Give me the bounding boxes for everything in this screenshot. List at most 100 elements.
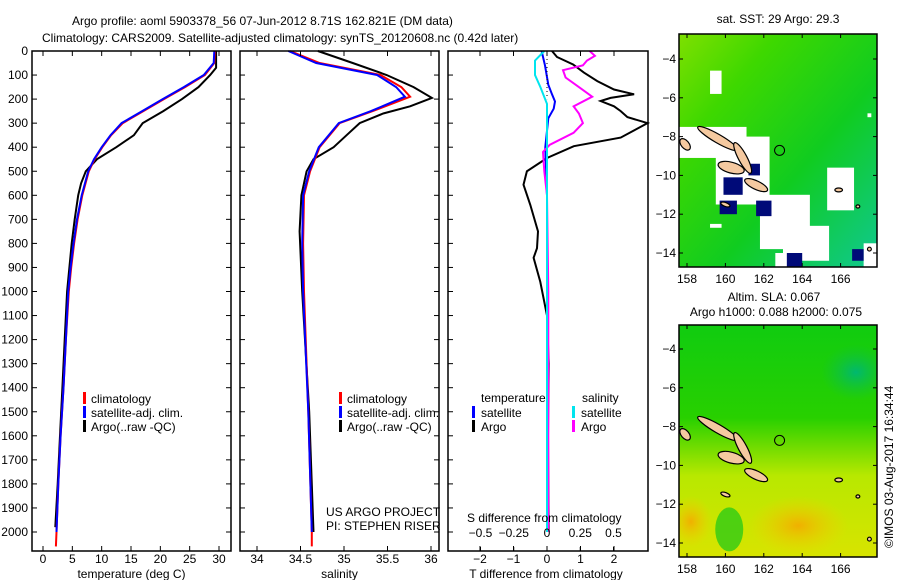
sst-map-panel: 158 160 162 164 166 −4 −6 −8 −10 −12 −14 sat. SST: … (656, 12, 878, 286)
lon-tick-label: 164 (792, 272, 812, 286)
legend-label: climatology (91, 392, 151, 406)
map-subtitle: Argo h1000: 0.088 h2000: 0.075 (690, 305, 862, 319)
island-landmass (717, 450, 745, 465)
y-tick-label: 500 (8, 164, 28, 178)
legend-label: Argo (581, 420, 607, 434)
x-tick-label: 35.5 (376, 552, 400, 566)
high-sla-region (679, 495, 713, 548)
difference-panel: −2 −1 0 1 2T difference from climatology temp… (447, 50, 651, 580)
missing-data-patch (710, 223, 722, 228)
sla-map-panel: 158 160 162 164 166 −4 −6 −8 −10 −12 −14 Altim. SLA… (656, 290, 878, 576)
figure-title-line2: Climatology: CARS2009. Satellite-adjuste… (42, 31, 518, 45)
lat-tick-label: −12 (656, 207, 677, 221)
lon-tick-label: 160 (715, 272, 735, 286)
y-tick-label: 700 (8, 212, 28, 226)
island-landmass (834, 477, 844, 483)
cold-sst-patch (748, 163, 760, 176)
island-landmass (720, 491, 731, 498)
legend-label: climatology (347, 392, 407, 406)
island-landmass (834, 187, 844, 193)
y-tick-label: 1200 (1, 333, 28, 347)
y-tick-label: 2000 (1, 525, 28, 539)
island-landmass (744, 177, 769, 193)
lon-tick-label: 164 (792, 562, 812, 576)
lat-tick-label: −10 (656, 458, 677, 472)
legend-swatch (572, 406, 575, 418)
x-tick-label: 2 (611, 552, 618, 566)
y-tick-label: 1400 (1, 381, 28, 395)
series-line-argo (54, 51, 218, 528)
x-tick-label: 25 (183, 552, 197, 566)
x-tick-label: 35 (337, 552, 351, 566)
island-landmass (717, 160, 745, 175)
legend-swatch (83, 392, 86, 404)
series-line-satellite-adj-clim- (287, 50, 407, 533)
legend-swatch (339, 392, 342, 404)
legend-swatch (339, 406, 342, 418)
lat-tick-label: −6 (662, 91, 676, 105)
y-tick-label: 0 (21, 44, 28, 58)
island-landmass (720, 201, 731, 208)
x-tick-label: 10 (95, 552, 109, 566)
y-tick-label: 300 (8, 116, 28, 130)
missing-data-patch (710, 70, 722, 94)
low-sla-region (715, 507, 744, 552)
y-tick-label: 600 (8, 188, 28, 202)
argo-float-location-marker (774, 144, 786, 156)
y-tick-label: 1500 (1, 405, 28, 419)
legend-swatch (572, 420, 575, 432)
lat-tick-label: −4 (662, 342, 676, 356)
y-tick-label: 200 (8, 92, 28, 106)
imos-timestamp: ©IMOS 03-Aug-2017 16:34:44 (882, 385, 896, 548)
salinity-panel: 34 34.5 35 35.5 36 salinity climatologysatelli… (239, 50, 441, 580)
legend-label: satellite (481, 406, 522, 420)
lon-tick-label: 162 (754, 562, 774, 576)
lat-tick-label: −10 (656, 168, 677, 182)
x-tick-label: 20 (154, 552, 168, 566)
series-line-climatology (54, 50, 216, 547)
island-landmass (866, 246, 872, 252)
island-landmass (733, 431, 753, 464)
legend-swatch (83, 406, 86, 418)
x-tick-label: 5 (69, 552, 76, 566)
y-tick-label: 1300 (1, 357, 28, 371)
map-frame (678, 324, 878, 558)
y-tick-label: 1600 (1, 429, 28, 443)
plot-frame (31, 50, 232, 552)
lat-tick-label: −4 (662, 52, 676, 66)
y-tick-label: 100 (8, 68, 28, 82)
legend-label: Argo(..raw -QC) (347, 420, 432, 434)
island-landmass (855, 204, 861, 209)
lat-tick-label: −8 (662, 130, 676, 144)
legend-swatch (472, 420, 475, 432)
series-line-s-satellite (534, 50, 548, 532)
x-tick-label: 34 (250, 552, 264, 566)
island-landmass (855, 494, 861, 499)
series-line-t-argo (522, 50, 651, 533)
cold-sst-patch (786, 253, 803, 267)
legend-label: satellite-adj. clim. (347, 406, 439, 420)
x2-tick-label: 0.25 (569, 526, 593, 540)
island-landmass (733, 141, 753, 174)
island-landmass (679, 428, 691, 441)
x-tick-label: 15 (124, 552, 138, 566)
lat-tick-label: −8 (662, 420, 676, 434)
x-axis-label: salinity (321, 567, 358, 580)
legend-swatch (83, 420, 86, 432)
project-annotation: US ARGO PROJECT (326, 505, 441, 519)
legend-title-temperature: temperature (481, 391, 546, 405)
x-tick-label: −1 (507, 552, 521, 566)
series-line-s-argo (541, 50, 597, 532)
map-title: Altim. SLA: 0.067 (728, 290, 821, 304)
legend-label: Argo(..raw -QC) (91, 420, 176, 434)
map-field (679, 325, 877, 557)
x2-tick-label: 0.5 (605, 526, 622, 540)
x-tick-label: 0 (544, 552, 551, 566)
legend-label: Argo (481, 420, 507, 434)
low-sla-region (820, 344, 877, 401)
lon-tick-label: 166 (831, 272, 851, 286)
plot-frame (447, 50, 649, 552)
y-tick-label: 1900 (1, 501, 28, 515)
